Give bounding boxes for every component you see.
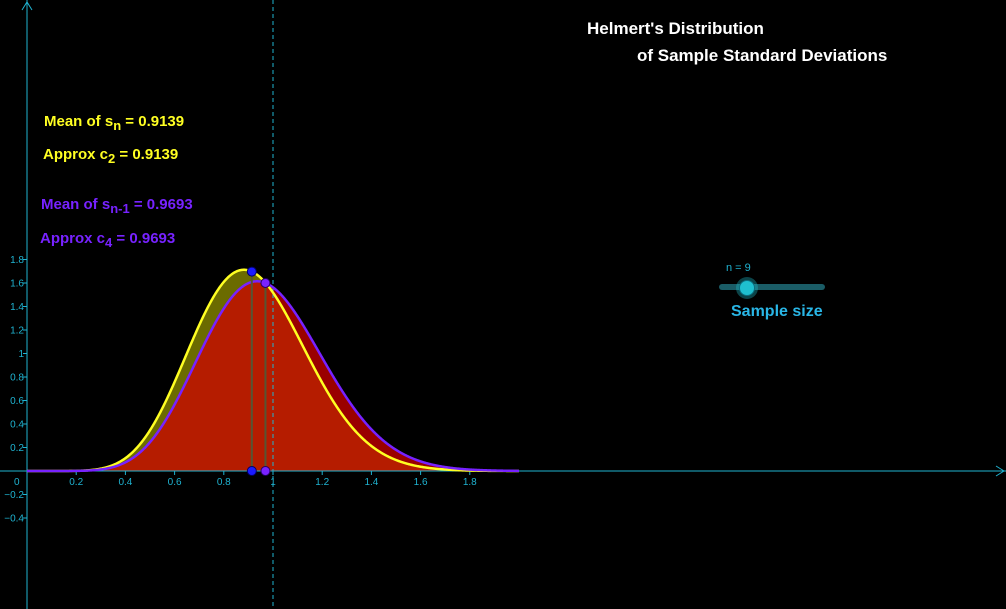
approx-c2-subscript: 2	[108, 151, 116, 166]
mean-sn1-value: = 0.9693	[129, 196, 193, 213]
y-tick-label: 0.2	[10, 443, 24, 454]
x-tick-label: 0.6	[168, 477, 182, 488]
chart-title-line2: of Sample Standard Deviations	[637, 46, 888, 65]
y-tick-label: 1.6	[10, 279, 24, 290]
approx-c2-value: = 0.9139	[115, 146, 179, 163]
curve-sn	[27, 268, 519, 473]
mean-sn-text: Mean of sn = 0.9139	[44, 113, 184, 133]
approx-c2-prefix: Approx c	[43, 146, 109, 163]
approx-c4-prefix: Approx c	[40, 230, 106, 247]
approx-c4-subscript: 4	[105, 235, 113, 250]
overlap-area-fill	[27, 281, 519, 471]
y-tick-label: −0.4	[4, 514, 24, 525]
x-tick-label: 0.4	[118, 477, 132, 488]
mean-point-sn1-top	[260, 277, 271, 288]
origin-label: 0	[14, 477, 20, 488]
x-tick-label: 1.4	[364, 477, 378, 488]
mean-sn1-subscript: n-1	[110, 201, 130, 216]
y-tick-label: 1	[18, 349, 24, 360]
slider-knob[interactable]	[738, 280, 755, 296]
mean-sn-value: = 0.9139	[121, 113, 185, 130]
mean-point-sn-top	[246, 266, 257, 277]
x-tick-label: 1.2	[315, 477, 329, 488]
approx-c4-text: Approx c4 = 0.9693	[40, 230, 175, 250]
y-tick-label: −0.2	[4, 490, 24, 501]
x-tick-label: 1.6	[414, 477, 428, 488]
y-tick-label: 1.4	[10, 302, 24, 313]
y-tick-label: 1.2	[10, 326, 24, 337]
x-tick-label: 1.8	[463, 477, 477, 488]
approx-c4-value: = 0.9693	[112, 230, 176, 247]
sample-size-slider[interactable]	[719, 284, 825, 290]
y-tick-label: 0.6	[10, 396, 24, 407]
slider-value-label: n = 9	[726, 262, 751, 274]
curve-sn1	[27, 280, 520, 473]
approx-c2-text: Approx c2 = 0.9139	[43, 146, 178, 166]
x-axis-arrow	[995, 465, 1005, 477]
mean-sn1-text: Mean of sn-1 = 0.9693	[41, 196, 193, 216]
mean-sn-prefix: Mean of s	[44, 113, 114, 130]
slider-caption: Sample size	[731, 303, 823, 320]
x-tick-label: 0.8	[217, 477, 231, 488]
mean-point-sn1-base	[260, 466, 271, 476]
mean-point-sn-base	[246, 466, 257, 476]
chart-title-line1: Helmert's Distribution	[587, 19, 764, 38]
x-tick-label: 0.2	[69, 477, 83, 488]
x-tick-label: 1	[270, 477, 276, 488]
mean-sn1-prefix: Mean of s	[41, 196, 111, 213]
y-tick-label: 1.8	[10, 255, 24, 266]
y-axis-arrow	[21, 1, 33, 11]
y-tick-label: 0.8	[10, 373, 24, 384]
y-tick-label: 0.4	[10, 420, 24, 431]
mean-sn-subscript: n	[113, 118, 122, 133]
